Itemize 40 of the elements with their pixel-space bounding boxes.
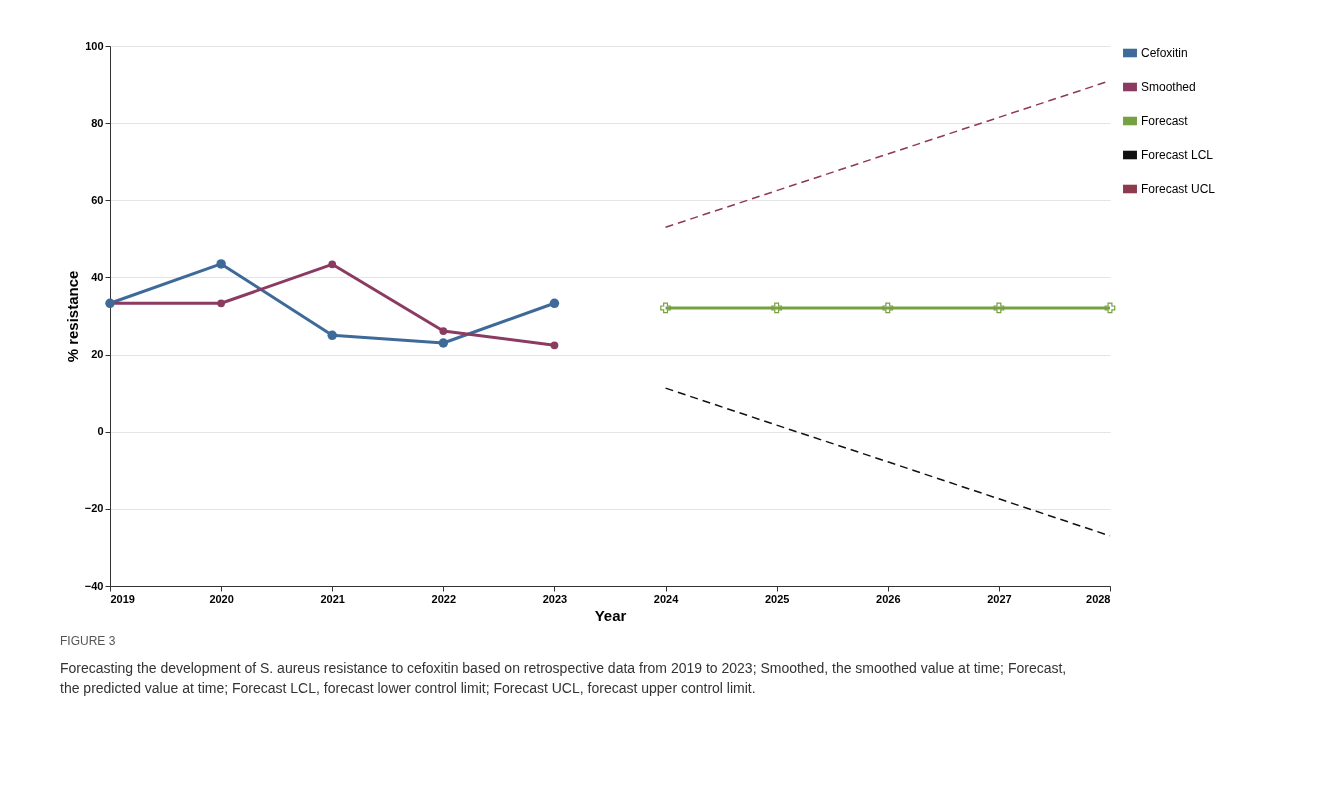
y-tick-label: −40: [84, 579, 104, 592]
point: [217, 299, 225, 308]
point: [549, 298, 560, 309]
x-axis-title: Year: [594, 606, 627, 624]
legend-label: Forecast UCL: [1141, 182, 1216, 196]
y-tick-label: −20: [84, 502, 104, 515]
point: [327, 330, 337, 341]
point: [660, 302, 671, 314]
text: Forecasting the development of S. aureus resistance to cefoxitin based on retrospective data from 2019 to 2023; Smoothed, the smoothed value at time; Forecast, the predicted value at time; Forecast LCL, forecast lower control limit; Forecast UCL, forecast upper control limit.: [60, 660, 1067, 696]
x-tick-label: 2025: [764, 592, 790, 605]
x-tick-label: 2022: [431, 592, 457, 605]
y-tick-label: 60: [91, 193, 104, 206]
point: [328, 260, 337, 269]
point: [216, 259, 226, 269]
x-tick-label: 2020: [209, 592, 234, 605]
y-tick-label: 0: [97, 425, 104, 438]
y-tick-label: 20: [91, 348, 104, 361]
x-tick-label: 2026: [876, 592, 901, 605]
caption: FIGURE 3: [60, 634, 116, 648]
legend-label: Smoothed: [1141, 80, 1196, 94]
point: [771, 302, 783, 314]
point: [1104, 302, 1116, 314]
y-tick-label: 80: [91, 116, 104, 129]
point: [438, 338, 449, 348]
legend-label: Forecast LCL: [1141, 148, 1214, 162]
x-tick-label: 2023: [542, 592, 568, 605]
legend-label: Cefoxitin: [1141, 46, 1188, 60]
point: [993, 302, 1005, 314]
point: [439, 327, 448, 335]
y-tick-label: 40: [91, 270, 104, 283]
x-tick-label: 2021: [320, 592, 345, 605]
x-tick-label: 2027: [987, 592, 1012, 605]
x-tick-label: 2028: [1086, 592, 1111, 605]
x-tick-label: 2024: [653, 592, 680, 605]
y-axis-title: % resistance: [63, 270, 81, 363]
point: [550, 341, 559, 350]
point: [882, 302, 894, 314]
legend-label: Forecast: [1141, 114, 1189, 128]
y-tick-label: 100: [85, 39, 104, 52]
x-tick-label: 2019: [110, 592, 135, 605]
